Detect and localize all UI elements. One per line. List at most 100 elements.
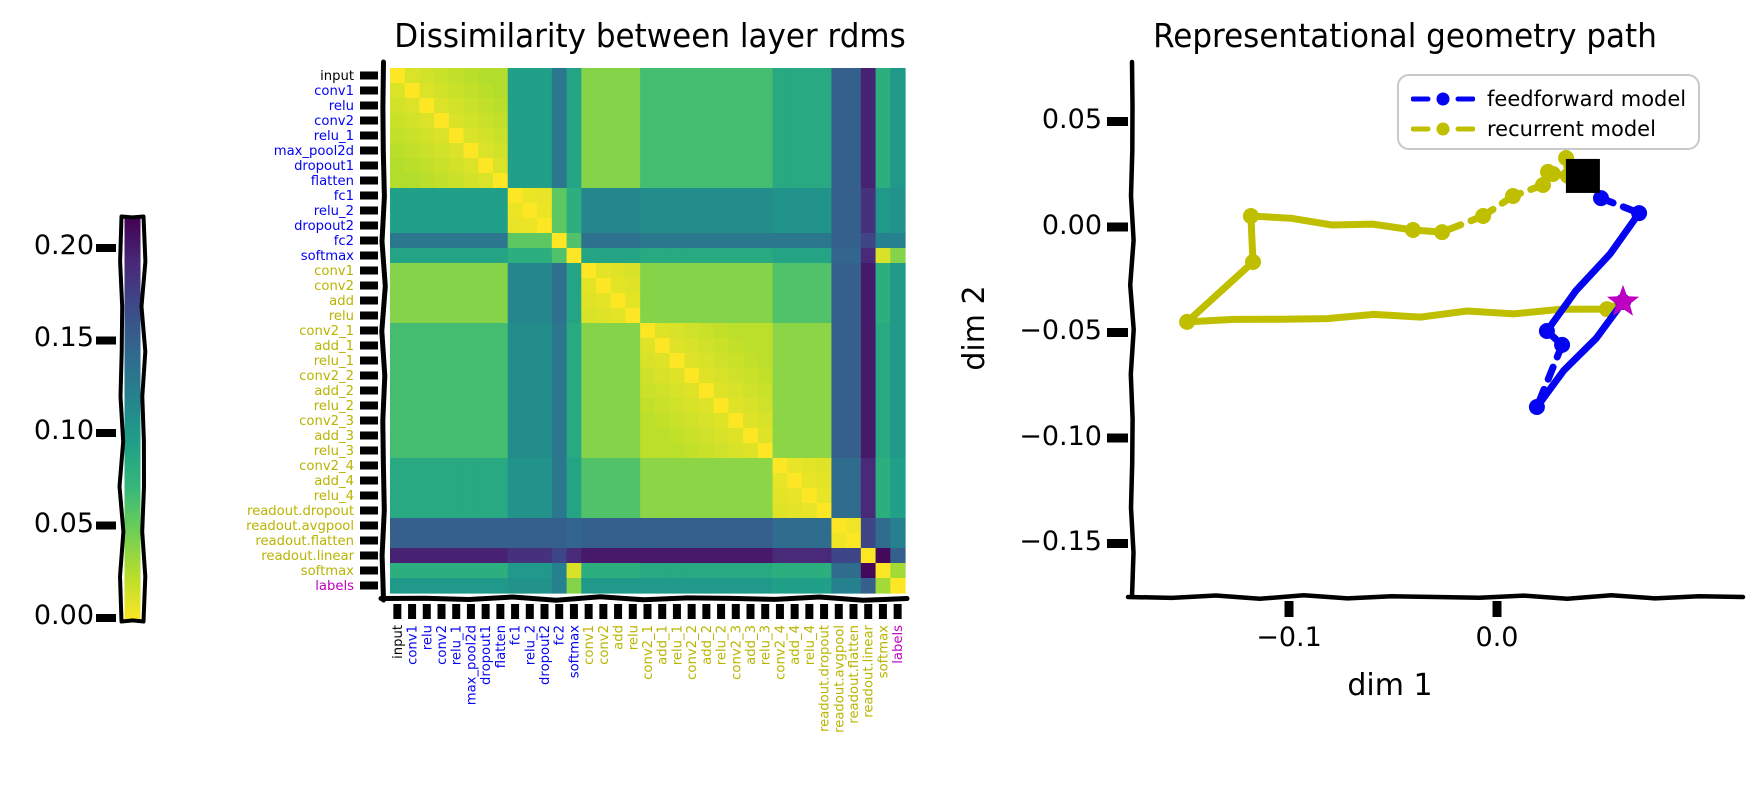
heatmap-xtick-mark: [555, 604, 564, 619]
heatmap-row-label: readout.linear: [261, 549, 354, 564]
heatmap-ytick-mark: [360, 506, 378, 515]
heatmap-row-label: softmax: [301, 564, 354, 579]
heatmap-row-label: readout.avgpool: [246, 519, 354, 534]
heatmap-col-label: softmax: [876, 625, 891, 678]
heatmap-xtick-mark: [569, 604, 578, 619]
heatmap-ytick-mark: [360, 341, 378, 350]
heatmap-col-label: conv2_2: [685, 625, 700, 680]
heatmap-ytick-mark: [360, 371, 378, 380]
heatmap-ytick-mark: [360, 101, 378, 110]
heatmap-col-label: flatten: [494, 625, 509, 668]
heatmap-xtick-mark: [672, 604, 681, 619]
heatmap-col-label: relu_3: [759, 625, 774, 665]
heatmap-ytick-mark: [360, 536, 378, 545]
feedforward-path: [1528, 172, 1648, 415]
feedforward-line-sample-icon: [1411, 92, 1475, 106]
heatmap-title: Dissimilarity between layer rdms: [394, 16, 906, 55]
path-point: [1535, 177, 1551, 193]
path-point: [1434, 224, 1451, 241]
heatmap-ytick-mark: [360, 476, 378, 485]
heatmap-xtick-mark: [731, 604, 740, 619]
heatmap-xtick-mark: [599, 604, 608, 619]
path-point: [1505, 188, 1521, 204]
ytick-000: 0.00: [1041, 210, 1102, 241]
recurrent-line-sample-icon: [1411, 122, 1475, 136]
heatmap-xtick-mark: [893, 604, 902, 619]
heatmap-xtick-mark: [408, 604, 417, 619]
heatmap-xtick-mark: [466, 604, 475, 619]
heatmap-xtick-mark: [511, 604, 520, 619]
heatmap-cells: [390, 68, 906, 594]
heatmap-col-label: conv2: [435, 625, 450, 665]
heatmap-xtick-mark: [849, 604, 858, 619]
path-point: [1540, 163, 1556, 180]
heatmap-row-label: relu_2: [314, 399, 354, 414]
colorbar-tick-010: 0.10: [33, 415, 94, 446]
path-point: [1631, 205, 1648, 222]
heatmap-col-label: add_4: [788, 625, 803, 665]
heatmap-xtick-mark: [614, 604, 623, 619]
colorbar-tick-015: 0.15: [33, 322, 94, 353]
heatmap-row-label: fc2: [334, 234, 354, 249]
heatmap-ytick-mark: [360, 86, 378, 95]
path-plot-axes: [1107, 59, 1746, 617]
heatmap-ytick-mark: [360, 161, 378, 170]
heatmap-ytick-mark: [360, 146, 378, 155]
colorbar: [96, 214, 148, 624]
path-point: [1245, 254, 1261, 270]
heatmap-ytick-mark: [360, 266, 378, 275]
heatmap-col-label: dropout2: [538, 625, 553, 685]
end-star-marker: [1606, 284, 1640, 316]
heatmap-ytick-mark: [360, 191, 378, 200]
heatmap-col-label: add: [612, 625, 627, 650]
heatmap-row-label: dropout2: [294, 219, 354, 234]
heatmap-col-label: relu_2: [715, 625, 730, 665]
heatmap-xtick-mark: [481, 604, 490, 619]
ytick-mark: [1107, 117, 1128, 126]
heatmap-row-label: conv2_3: [299, 414, 354, 429]
heatmap-ytick-mark: [360, 491, 378, 500]
heatmap-xtick-mark: [658, 604, 667, 619]
heatmap-xtick-mark: [628, 604, 637, 619]
heatmap-row-label: add: [329, 294, 354, 309]
heatmap-row-label: conv1: [314, 84, 354, 99]
ytick-mark: [1107, 328, 1128, 337]
ytick-mark: [1107, 539, 1128, 548]
heatmap-ytick-mark: [360, 401, 378, 410]
heatmap-col-label: add_2: [700, 625, 715, 665]
heatmap-row-label: readout.flatten: [255, 534, 354, 549]
heatmap-xtick-mark: [761, 604, 770, 619]
heatmap-col-label: readout.flatten: [847, 625, 862, 724]
heatmap-ytick-mark: [360, 386, 378, 395]
heatmap-row-label: relu_1: [314, 129, 354, 144]
colorbar-tick-mark: [96, 521, 116, 530]
path-point: [1405, 222, 1421, 238]
heatmap-col-label: softmax: [567, 625, 582, 678]
ytick-neg010: −0.10: [1019, 421, 1102, 452]
heatmap-row-label: relu_2: [314, 204, 354, 219]
colorbar-gradient: [124, 218, 141, 620]
heatmap-col-label: relu_4: [803, 625, 818, 665]
heatmap-col-label: dropout1: [479, 625, 494, 685]
heatmap-xtick-mark: [496, 604, 505, 619]
heatmap-ytick-mark: [360, 461, 378, 470]
heatmap-row-label: add_2: [314, 384, 354, 399]
legend-label-recurrent: recurrent model: [1487, 117, 1656, 141]
heatmap-row-label: input: [320, 69, 354, 84]
path-point: [1593, 190, 1609, 207]
path-endpoint-markers: [1565, 158, 1640, 316]
ytick-neg015: −0.15: [1019, 526, 1102, 557]
heatmap-row-label: relu_1: [314, 354, 354, 369]
heatmap-xtick-mark: [687, 604, 696, 619]
ytick-neg005: −0.05: [1019, 315, 1102, 346]
heatmap-row-label: relu_4: [314, 489, 354, 504]
heatmap-row-label: fc1: [334, 189, 354, 204]
colorbar-tick-mark: [96, 614, 116, 622]
heatmap-ytick-mark: [360, 296, 378, 305]
start-square-marker: [1565, 158, 1600, 193]
heatmap-xtick-mark: [702, 604, 711, 619]
heatmap-xtick-mark: [540, 604, 549, 619]
heatmap-xtick-mark: [422, 604, 431, 619]
heatmap-row-label: relu_3: [314, 444, 354, 459]
heatmap-row-label: conv2: [314, 114, 354, 129]
